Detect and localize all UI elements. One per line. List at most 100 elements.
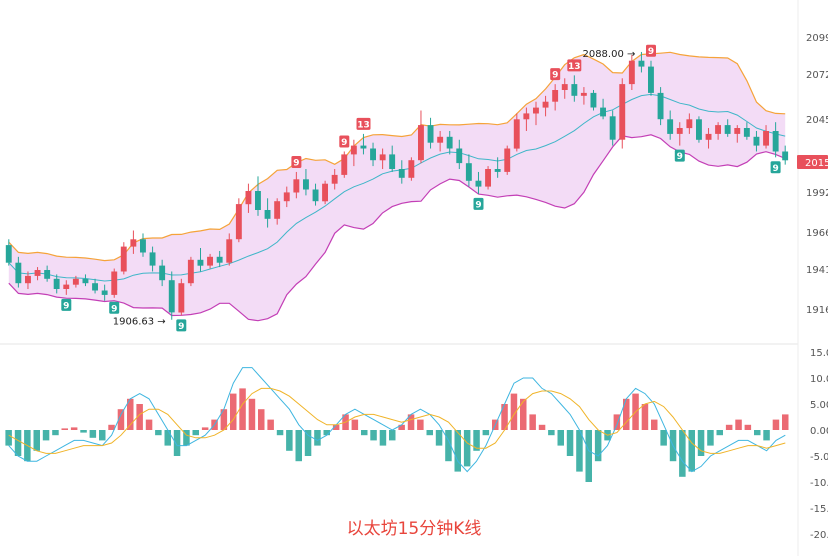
candle-body	[63, 284, 70, 289]
macd-bar	[557, 430, 564, 446]
td-marker-box	[339, 135, 350, 148]
macd-bar	[323, 430, 330, 436]
candle-body	[705, 133, 712, 140]
td-marker-label: 9	[772, 164, 778, 174]
candle-body	[686, 119, 693, 129]
candle	[628, 54, 635, 90]
candle-body	[92, 283, 98, 291]
candle	[331, 169, 338, 190]
candle-body	[235, 204, 242, 240]
candle-body	[283, 192, 290, 202]
macd-axis: 15.00 10.00 5.00 0.00 -5.00 -10.00 -15.00 -20.0…	[810, 348, 828, 541]
td-marker: 9	[339, 135, 350, 148]
candle-body	[533, 107, 539, 114]
candle	[111, 268, 118, 298]
candle	[283, 186, 290, 208]
candle-body	[120, 246, 127, 272]
macd-bar	[463, 430, 471, 467]
candle-body	[782, 151, 789, 161]
macd-bar	[782, 414, 789, 430]
candle-body	[437, 136, 444, 143]
candle-body	[159, 265, 166, 281]
bollinger-lower-line	[8, 134, 786, 322]
candle-body	[657, 92, 664, 120]
td-marker-label: 9	[648, 47, 654, 57]
td-marker: 9	[646, 44, 656, 57]
candle	[734, 125, 741, 143]
candle-body	[638, 60, 645, 67]
candle	[408, 157, 415, 181]
candles	[5, 51, 789, 320]
macd-bar	[594, 430, 602, 462]
price-pane: 9 9 9 9 9 13 9 9 13 9 9 9 2088.00 → 1906.63 →	[5, 44, 789, 332]
macd-pane	[5, 367, 789, 482]
candle	[274, 198, 281, 225]
macd-bar	[267, 419, 274, 430]
candle-body	[350, 145, 357, 155]
candle-body	[571, 84, 578, 96]
candle-body	[370, 148, 376, 161]
macd-bar	[173, 430, 181, 456]
candle-body	[552, 90, 559, 102]
macd-bar	[127, 398, 134, 430]
td-marker-box	[356, 117, 371, 130]
candle	[580, 87, 587, 105]
macd-bar	[716, 430, 723, 436]
candle	[303, 169, 309, 196]
candle-body	[494, 169, 501, 172]
macd-tick: 0.00	[810, 426, 828, 437]
candle-body	[696, 119, 702, 140]
candle	[667, 110, 674, 140]
candle-body	[168, 280, 175, 313]
macd-bar	[725, 424, 733, 430]
td-marker: 9	[770, 161, 781, 174]
candle	[427, 117, 434, 149]
macd-bar	[61, 428, 68, 430]
candle-body	[600, 107, 606, 117]
current-price-tag: 2015	[797, 155, 828, 169]
candle	[293, 171, 300, 199]
candle-body	[389, 154, 396, 169]
td-marker: 9	[109, 301, 120, 314]
candle-body	[187, 259, 194, 284]
candle	[34, 267, 41, 281]
candle	[178, 278, 185, 316]
candle	[255, 176, 261, 216]
candle	[782, 145, 789, 165]
macd-bar	[426, 430, 433, 436]
candle	[465, 154, 472, 187]
candle	[437, 130, 444, 152]
candle	[140, 233, 146, 257]
macd-bar	[707, 430, 714, 446]
candle-body	[226, 239, 233, 263]
macd-bar	[14, 430, 22, 456]
candle	[197, 248, 204, 272]
macd-bar	[641, 404, 649, 430]
candle	[446, 130, 453, 155]
candle-body	[111, 271, 118, 295]
candle	[44, 265, 51, 282]
macd-bar	[398, 424, 405, 430]
candle	[245, 183, 252, 213]
macd-bar	[117, 409, 125, 430]
macd-bar	[239, 388, 246, 430]
candle-body	[216, 256, 223, 263]
macd-bar	[445, 430, 452, 462]
macd-bar	[108, 424, 115, 430]
candle	[350, 139, 357, 167]
candle-body	[44, 270, 51, 279]
candle	[705, 128, 712, 149]
td-marker-box	[109, 301, 120, 314]
current-price-tag-text: 2015	[805, 158, 828, 169]
candle	[63, 280, 70, 295]
candle	[533, 101, 539, 126]
macd-bar	[332, 424, 340, 430]
candle-body	[743, 128, 750, 137]
macd-bar	[201, 427, 209, 430]
macd-bar	[660, 430, 667, 446]
candle-body	[734, 128, 741, 134]
candle	[264, 198, 271, 228]
